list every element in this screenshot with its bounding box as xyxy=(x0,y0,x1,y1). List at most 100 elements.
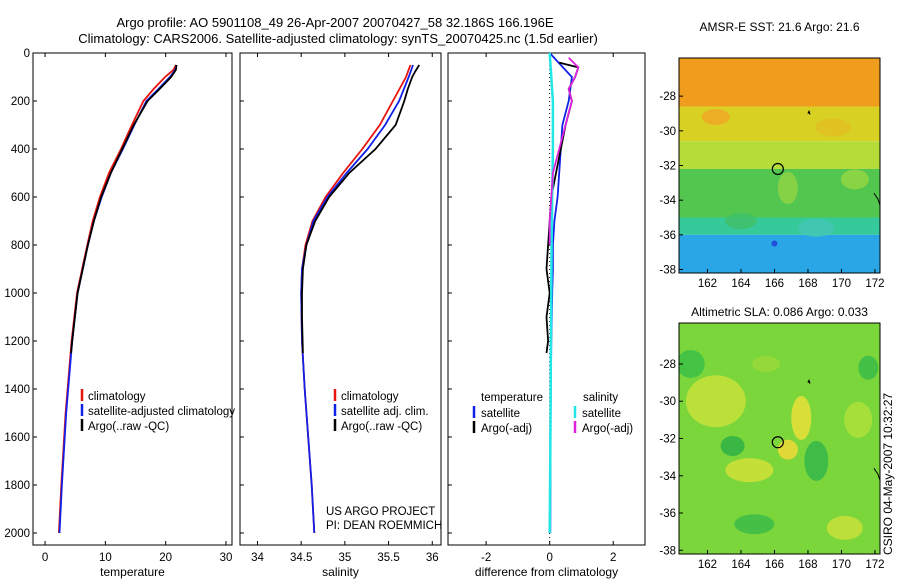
salinity-panel: 34 34.5 35 35.5 36 salinity climatology satelli… xyxy=(239,52,442,579)
sst-band xyxy=(679,141,880,169)
sst-map-xtick-label: 168 xyxy=(798,278,817,290)
legend-entry: satellite-adjusted climatology xyxy=(88,406,235,418)
temperature-panel: 0 10 20 30 temperature 0 200 400 600 800 1000 1200 1… xyxy=(4,48,235,579)
sla-map-xtick-label: 168 xyxy=(798,559,817,571)
sla-map-xtick-label: 164 xyxy=(731,559,751,571)
figure-title-line1: Argo profile: AO 5901108_49 26-Apr-2007 … xyxy=(116,15,553,30)
sst-map-xtick-label: 164 xyxy=(731,278,751,290)
sla-map-ytick-label: -30 xyxy=(659,396,676,408)
sla-map-xtick-label: 162 xyxy=(698,559,717,571)
salinity-xtick-label: 34.5 xyxy=(290,552,312,564)
difference-xtick-label: 2 xyxy=(610,552,616,564)
sla-patch xyxy=(734,514,775,535)
sla-patch xyxy=(685,375,746,428)
depth-tick-label: 200 xyxy=(11,96,30,108)
sst-band xyxy=(679,58,880,107)
sla-patch xyxy=(858,355,879,380)
sla-map-title: Altimetric SLA: 0.086 Argo: 0.033 xyxy=(691,305,868,319)
depth-tick-label: 1600 xyxy=(4,432,30,444)
sla-map-field xyxy=(679,323,880,554)
sla-map-ytick-label: -28 xyxy=(659,359,676,371)
sla-map-panel: Altimetric SLA: 0.086 Argo: 0.033 162 164 1… xyxy=(659,305,884,571)
salinity-xtick-label: 34 xyxy=(251,552,264,564)
legend-entry: satellite adj. clim. xyxy=(341,406,429,418)
sla-patch xyxy=(804,440,829,481)
sla-map-xtick-label: 166 xyxy=(765,559,784,571)
sst-map-panel: AMSR-E SST: 21.6 Argo: 21.6 162 164 166 168 1… xyxy=(659,20,884,290)
argo-float-marker xyxy=(771,162,784,176)
temperature-xtick-label: 0 xyxy=(42,552,48,564)
sst-patch xyxy=(840,169,869,190)
legend-entry: Argo(..raw -QC) xyxy=(88,421,169,433)
figure-title-line2: Climatology: CARS2006. Satellite-adjuste… xyxy=(78,31,598,46)
legend-entry: Argo(-adj) xyxy=(582,423,633,435)
island-coastline xyxy=(807,379,811,384)
legend-entry: satellite xyxy=(582,408,621,420)
sst-patch xyxy=(724,212,757,229)
series-line-salinity-satellite xyxy=(548,52,555,534)
sla-map-ytick-label: -34 xyxy=(659,471,676,483)
sla-map-ytick-label: -32 xyxy=(659,434,676,446)
legend-entry: climatology xyxy=(341,391,399,403)
legend-entry: Argo(..raw -QC) xyxy=(341,421,422,433)
salinity-xtick-label: 35.5 xyxy=(377,552,399,564)
sla-map-xtick-label: 172 xyxy=(865,559,884,571)
sst-map-ytick-label: -30 xyxy=(659,126,676,138)
footer-timestamp: CSIRO 04-May-2007 10:32:27 xyxy=(881,393,895,555)
depth-tick-label: 1200 xyxy=(4,336,30,348)
land-coastline xyxy=(873,468,881,481)
sst-map-xtick-label: 166 xyxy=(765,278,784,290)
legend-group-heading: temperature xyxy=(481,392,543,404)
difference-axes-frame xyxy=(447,52,646,546)
sst-map-title: AMSR-E SST: 21.6 Argo: 21.6 xyxy=(699,20,859,34)
difference-xtick-label: -2 xyxy=(481,552,491,564)
depth-tick-label: 800 xyxy=(11,240,30,252)
sla-patch xyxy=(720,435,745,456)
land-coastline xyxy=(873,192,881,206)
legend-group-heading: salinity xyxy=(583,392,618,404)
depth-tick-label: 1000 xyxy=(4,288,30,300)
project-annotation: US ARGO PROJECT xyxy=(326,506,435,518)
sst-map-xtick-label: 162 xyxy=(698,278,717,290)
depth-tick-label: 2000 xyxy=(4,528,30,540)
sla-patch xyxy=(791,396,812,441)
sla-patch xyxy=(679,349,705,378)
depth-tick-label: 400 xyxy=(11,144,30,156)
sla-patch xyxy=(725,458,774,483)
depth-tick-label: 1400 xyxy=(4,384,30,396)
legend-entry: climatology xyxy=(88,391,146,403)
sst-map-ytick-label: -34 xyxy=(659,195,676,207)
salinity-xtick-label: 35 xyxy=(338,552,351,564)
temperature-xlabel: temperature xyxy=(100,565,165,579)
sst-patch xyxy=(798,218,835,237)
sla-base xyxy=(679,323,880,554)
sst-map-ytick-label: -32 xyxy=(659,161,676,173)
series-line-argo-raw-qc- xyxy=(70,64,178,354)
sst-band xyxy=(679,234,880,273)
temperature-xtick-label: 20 xyxy=(159,552,172,564)
sla-patch xyxy=(826,515,863,540)
salinity-xtick-label: 36 xyxy=(426,552,439,564)
series-line-salinity-argo-adj- xyxy=(548,57,580,245)
sla-map-ytick-label: -38 xyxy=(659,545,676,557)
sst-patch xyxy=(771,240,778,247)
legend-entry: Argo(-adj) xyxy=(481,423,532,435)
sst-map-field xyxy=(679,58,880,273)
sst-map-ytick-label: -36 xyxy=(659,230,676,242)
sst-map-ytick-label: -38 xyxy=(659,265,676,277)
sst-map-ytick-label: -28 xyxy=(659,91,676,103)
argo-float-marker xyxy=(771,436,784,449)
depth-tick-label: 0 xyxy=(24,48,30,60)
sst-band xyxy=(679,217,880,235)
sla-patch xyxy=(777,439,798,460)
sst-patch xyxy=(815,118,852,137)
sla-patch xyxy=(752,355,781,372)
temperature-axes-frame xyxy=(32,52,233,546)
sst-map-xtick-label: 172 xyxy=(865,278,884,290)
sst-patch xyxy=(701,108,730,125)
salinity-xlabel: salinity xyxy=(322,565,359,579)
sst-patch xyxy=(777,172,798,205)
temperature-xtick-label: 10 xyxy=(99,552,112,564)
legend-entry: satellite xyxy=(481,408,520,420)
